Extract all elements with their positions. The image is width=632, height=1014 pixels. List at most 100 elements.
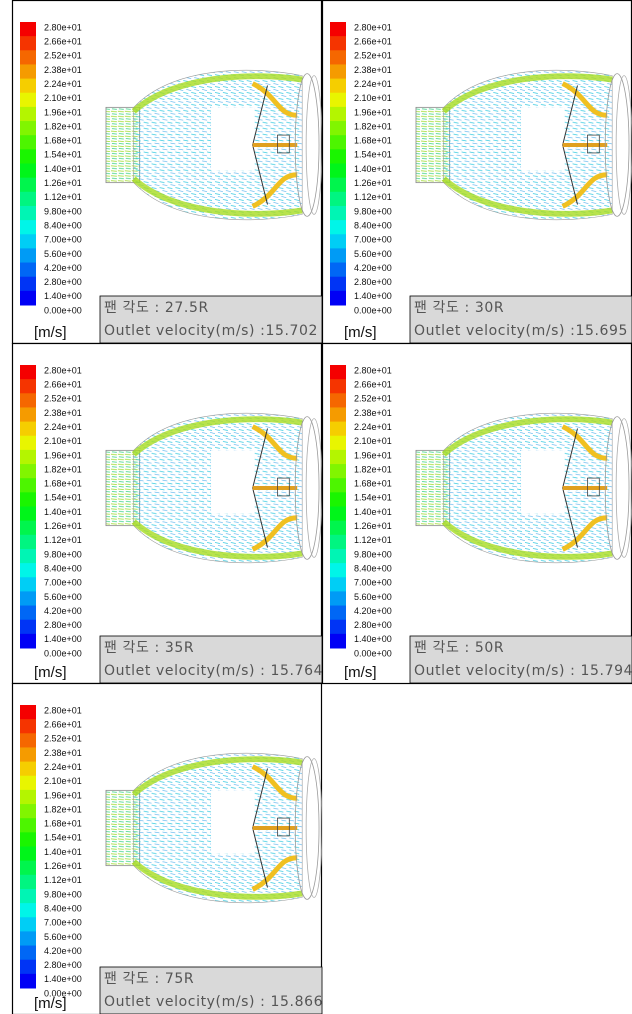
colorbar-unit: [m/s] [34,324,67,341]
colorbar-label: 5.60e+00 [44,932,82,942]
colorbar-label: 2.24e+01 [354,422,392,432]
fan-angle: 팬 각도 : 27.5R [104,300,209,316]
colorbar-swatch [330,549,346,564]
colorbar-label: 7.00e+00 [354,578,392,588]
colorbar-label: 2.52e+01 [354,51,392,61]
colorbar-label: 2.80e+00 [44,620,82,630]
colorbar-swatch [20,847,36,862]
colorbar-swatch [20,64,36,79]
colorbar-label: 1.40e+00 [354,291,392,301]
colorbar-swatch [330,79,346,94]
colorbar-label: 1.26e+01 [44,521,82,531]
colorbar-swatch [330,93,346,108]
colorbar-label: 7.00e+00 [354,235,392,245]
colorbar-label: 1.12e+01 [44,535,82,545]
colorbar-swatch [330,577,346,592]
colorbar-label: 1.12e+01 [354,535,392,545]
colorbar-label: 7.00e+00 [44,918,82,928]
colorbar-swatch [330,291,346,306]
colorbar-label: 2.80e+01 [354,365,392,375]
colorbar-swatch [20,192,36,207]
colorbar-label: 1.82e+01 [44,804,82,814]
colorbar-swatch [330,563,346,578]
colorbar-unit: [m/s] [344,664,377,681]
colorbar-label: 1.54e+01 [44,493,82,503]
colorbar-label: 1.54e+01 [354,150,392,160]
fan-angle: 팬 각도 : 35R [104,640,194,656]
colorbar-label: 1.68e+01 [44,819,82,829]
colorbar-label: 9.80e+00 [44,206,82,216]
colorbar-swatch [20,931,36,946]
colorbar-label: 2.38e+01 [354,408,392,418]
colorbar-swatch [20,50,36,65]
colorbar-label: 1.12e+01 [44,192,82,202]
colorbar-swatch [20,365,36,380]
panel: 2.80e+012.66e+012.52e+012.38e+012.24e+01… [13,684,324,1014]
colorbar-label: 1.68e+01 [354,136,392,146]
colorbar-swatch [330,606,346,621]
colorbar-label: 2.80e+00 [44,277,82,287]
colorbar-swatch [20,436,36,451]
colorbar-swatch [330,393,346,408]
colorbar-label: 0.00e+00 [44,648,82,658]
colorbar-swatch [330,379,346,394]
colorbar-swatch [330,220,346,235]
colorbar-swatch [330,535,346,550]
colorbar-unit: [m/s] [34,664,67,681]
colorbar-swatch [330,464,346,479]
colorbar-swatch [20,790,36,805]
colorbar-label: 4.20e+00 [44,606,82,616]
colorbar-swatch [330,591,346,606]
colorbar-label: 1.40e+00 [44,291,82,301]
colorbar-swatch [20,776,36,791]
colorbar-label: 2.38e+01 [354,65,392,75]
colorbar-label: 9.80e+00 [44,889,82,899]
colorbar-swatch [330,277,346,292]
colorbar-swatch [20,591,36,606]
colorbar-label: 1.68e+01 [44,136,82,146]
outlet-velocity: Outlet velocity(m/s) : 15.794 [414,663,632,679]
colorbar-swatch [20,804,36,819]
colorbar-label: 2.10e+01 [354,93,392,103]
colorbar-label: 2.24e+01 [44,79,82,89]
colorbar-swatch [330,263,346,278]
colorbar-label: 2.66e+01 [44,720,82,730]
colorbar-label: 1.40e+01 [44,507,82,517]
colorbar-swatch [330,121,346,136]
colorbar-label: 1.40e+00 [44,634,82,644]
colorbar-label: 1.68e+01 [44,479,82,489]
colorbar-swatch [20,747,36,762]
colorbar-swatch [20,634,36,649]
colorbar-label: 2.52e+01 [354,394,392,404]
colorbar-swatch [330,64,346,79]
colorbar-swatch [20,733,36,748]
colorbar-label: 2.66e+01 [354,37,392,47]
colorbar-label: 1.68e+01 [354,479,392,489]
colorbar-label: 2.10e+01 [354,436,392,446]
colorbar-label: 8.40e+00 [44,903,82,913]
colorbar-swatch [330,135,346,150]
colorbar-swatch [20,875,36,890]
colorbar-label: 1.26e+01 [44,861,82,871]
colorbar-label: 1.40e+01 [44,164,82,174]
panel: 2.80e+012.66e+012.52e+012.38e+012.24e+01… [323,344,632,684]
colorbar-swatch [20,903,36,918]
colorbar-label: 1.26e+01 [354,178,392,188]
colorbar-swatch [330,178,346,193]
colorbar-swatch [330,206,346,221]
colorbar-swatch [330,492,346,507]
colorbar-swatch [330,450,346,465]
colorbar-swatch [330,164,346,179]
outlet-velocity: Outlet velocity(m/s) : 15.866 [104,994,323,1010]
colorbar-label: 1.54e+01 [44,150,82,160]
colorbar-swatch [20,206,36,221]
colorbar-label: 1.40e+01 [44,847,82,857]
colorbar-swatch [330,521,346,536]
colorbar-label: 1.82e+01 [354,464,392,474]
colorbar-swatch [20,705,36,720]
colorbar-label: 1.96e+01 [354,450,392,460]
colorbar-label: 2.10e+01 [44,776,82,786]
colorbar-label: 2.10e+01 [44,93,82,103]
colorbar-swatch [20,393,36,408]
colorbar-swatch [20,220,36,235]
